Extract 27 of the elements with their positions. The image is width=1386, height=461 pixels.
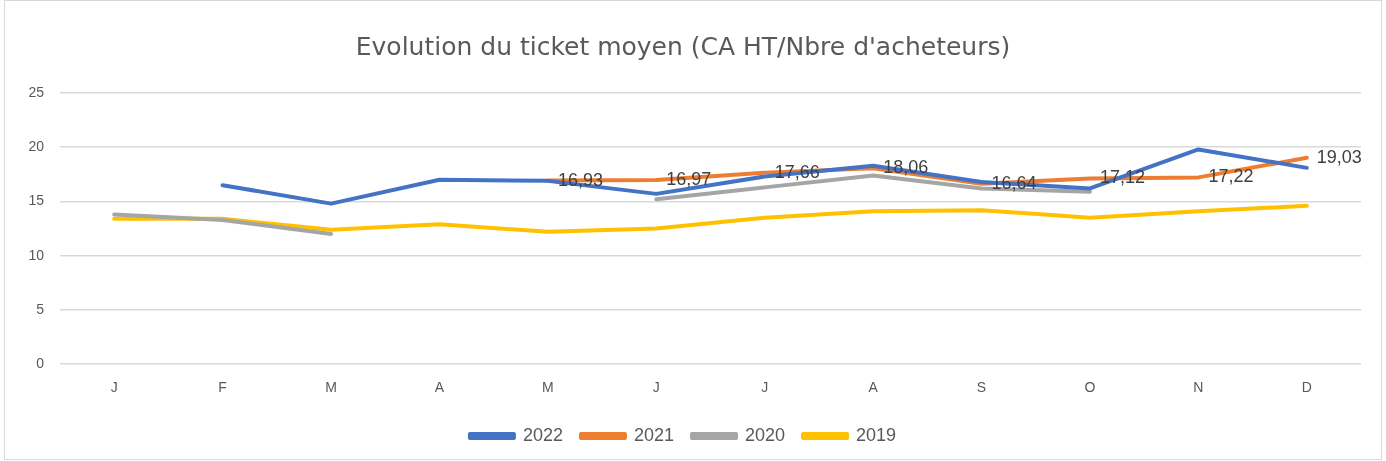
data-label: 17,12 xyxy=(1099,167,1146,188)
y-tick-label: 10 xyxy=(28,246,45,263)
x-tick-label: O xyxy=(1084,379,1096,396)
x-tick-label: A xyxy=(434,379,445,396)
x-tick-label: F xyxy=(218,379,227,396)
data-label: 17,66 xyxy=(774,161,820,182)
chart-title: Evolution du ticket moyen (CA HT/Nbre d'acheteurs) xyxy=(355,31,1011,61)
y-tick-label: 5 xyxy=(36,300,45,317)
legend-label: 2020 xyxy=(745,424,786,445)
data-label: 16,64 xyxy=(991,172,1037,193)
x-tick-label: A xyxy=(868,379,879,396)
x-tick-label: J xyxy=(761,379,769,396)
y-tick-label: 20 xyxy=(28,138,45,155)
x-tick-label: M xyxy=(542,379,554,396)
x-tick-label: D xyxy=(1301,379,1312,396)
x-tick-label: N xyxy=(1193,379,1204,396)
y-tick-label: 0 xyxy=(36,355,45,372)
y-tick-label: 25 xyxy=(28,83,45,100)
x-tick-label: J xyxy=(652,379,660,396)
legend-label: 2022 xyxy=(522,424,563,445)
y-tick-label: 15 xyxy=(28,192,45,209)
data-label: 19,03 xyxy=(1316,146,1362,167)
x-tick-label: M xyxy=(325,379,337,396)
x-tick-label: S xyxy=(976,379,987,396)
legend-label: 2019 xyxy=(856,424,897,445)
x-tick-label: J xyxy=(110,379,118,396)
legend-label: 2021 xyxy=(633,424,674,445)
